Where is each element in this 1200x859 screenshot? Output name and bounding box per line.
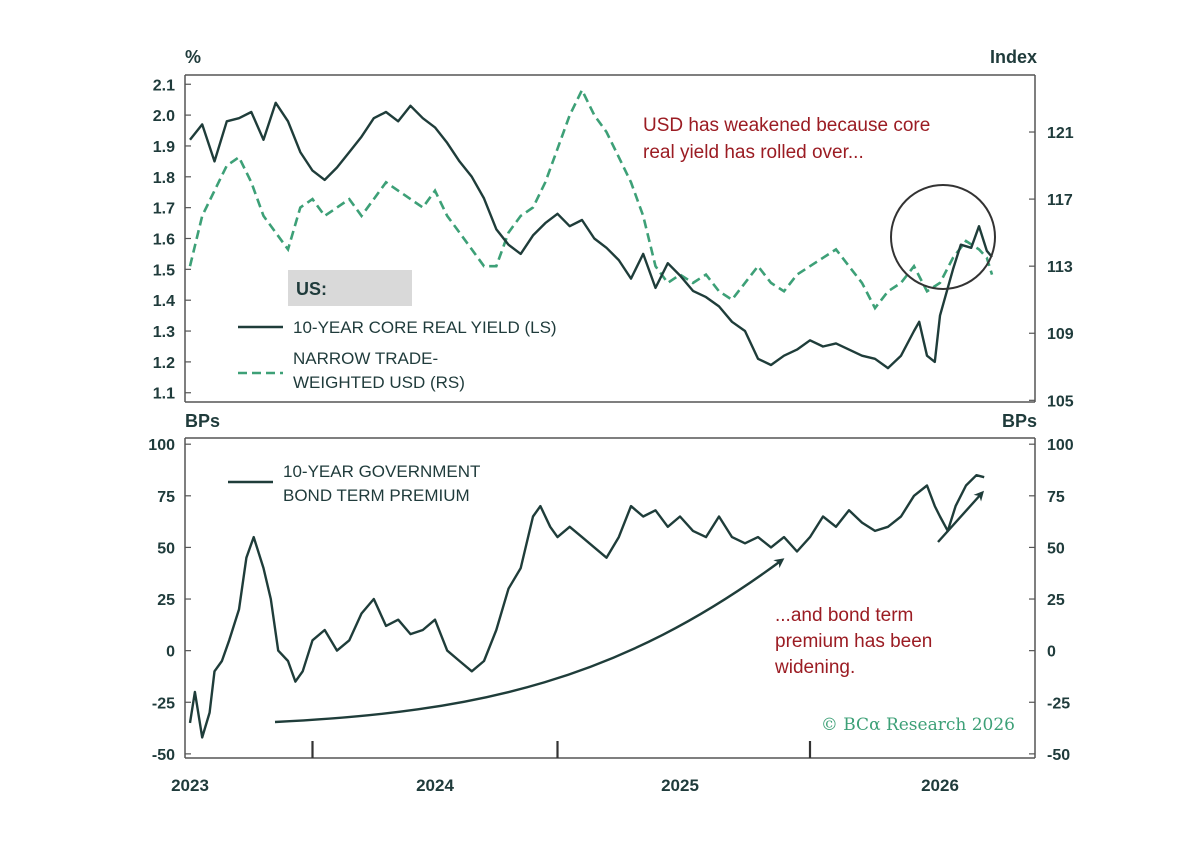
top-left-tick-label-5: 1.6 <box>153 232 175 249</box>
top-left-tick-label-9: 1.2 <box>153 355 175 372</box>
top-right-tick-label-0: 121 <box>1047 125 1074 142</box>
bottom-right-tick-label-4: 0 <box>1047 644 1056 661</box>
trend-arrow-long <box>274 558 785 724</box>
legend-term-premium-line1: 10-YEAR GOVERNMENT <box>283 462 480 481</box>
legend-term-premium-line2: BOND TERM PREMIUM <box>283 486 470 505</box>
bottom-annotation-line1: ...and bond term <box>775 605 913 626</box>
bottom-left-tick-label-4: 0 <box>166 644 175 661</box>
top-left-tick-label-6: 1.5 <box>153 262 175 279</box>
legend-term-premium-label: 10-YEAR GOVERNMENT BOND TERM PREMIUM <box>283 462 485 505</box>
bottom-right-tick-labels: 100 75 50 25 0 -25 -50 <box>1029 437 1074 764</box>
x-tick-labels: 2023 2024 2025 2026 <box>171 741 959 795</box>
top-right-tick-label-4: 105 <box>1047 393 1074 410</box>
legend-yield-label: 10-YEAR CORE REAL YIELD (LS) <box>293 318 557 337</box>
bottom-annotation-line2: premium has been <box>775 631 932 652</box>
top-left-tick-label-7: 1.4 <box>153 293 175 310</box>
bottom-left-tick-label-5: -25 <box>152 695 175 712</box>
trend-arrow-short <box>937 490 985 543</box>
top-left-tick-label-1: 2.0 <box>153 108 175 125</box>
bottom-left-tick-label-1: 75 <box>157 489 175 506</box>
legend-usd-label-line1: NARROW TRADE- <box>293 349 438 368</box>
bottom-left-tick-labels: 100 75 50 25 0 -25 -50 <box>148 437 191 764</box>
top-left-tick-label-2: 1.9 <box>153 139 175 156</box>
top-right-tick-label-1: 117 <box>1047 192 1073 209</box>
x-tick-label-2025: 2025 <box>661 776 699 795</box>
x-tick-label-2026: 2026 <box>921 776 959 795</box>
top-right-tick-labels: 121 117 113 109 105 <box>1029 125 1074 410</box>
bottom-left-unit: BPs <box>185 411 220 431</box>
usd-series-line <box>188 87 994 311</box>
legend-header-box <box>288 270 412 306</box>
top-panel <box>184 74 1036 403</box>
top-left-tick-labels: 2.1 2.0 1.9 1.8 1.7 1.6 1.5 1.4 1.3 1.2 1.1 <box>153 77 191 403</box>
top-right-tick-label-2: 113 <box>1047 259 1073 276</box>
bottom-right-tick-label-2: 50 <box>1047 540 1065 557</box>
top-right-unit: Index <box>990 47 1037 67</box>
bottom-annotation-line3: widening. <box>774 657 855 678</box>
top-left-tick-label-0: 2.1 <box>153 77 175 94</box>
bottom-right-tick-label-0: 100 <box>1047 437 1074 454</box>
legend-usd-label-line2: WEIGHTED USD (RS) <box>293 373 465 392</box>
bottom-right-tick-label-6: -50 <box>1047 747 1070 764</box>
watermark: © BCα Research 2026 <box>821 715 1015 735</box>
top-left-tick-label-4: 1.7 <box>153 201 175 218</box>
top-right-tick-label-3: 109 <box>1047 326 1074 343</box>
top-left-tick-label-10: 1.1 <box>153 386 175 403</box>
highlight-circle <box>890 184 996 290</box>
bottom-annotation: ...and bond term premium has been wideni… <box>774 605 938 678</box>
bottom-left-tick-label-3: 25 <box>157 592 175 609</box>
bottom-left-tick-label-6: -50 <box>152 747 175 764</box>
bottom-right-unit: BPs <box>1002 411 1037 431</box>
top-annotation-line2: real yield has rolled over... <box>643 142 864 163</box>
top-annotation-line1: USD has weakened because core <box>643 115 930 136</box>
bottom-right-tick-label-3: 25 <box>1047 592 1065 609</box>
top-left-unit: % <box>185 47 201 67</box>
bottom-right-tick-label-5: -25 <box>1047 695 1070 712</box>
top-left-tick-label-3: 1.8 <box>153 170 175 187</box>
bottom-left-tick-label-2: 50 <box>157 540 175 557</box>
bottom-left-tick-label-0: 100 <box>148 437 175 454</box>
bottom-panel <box>184 437 1036 759</box>
top-left-tick-label-8: 1.3 <box>153 324 175 341</box>
term-premium-series-line <box>188 474 985 739</box>
core-real-yield-series-line <box>189 101 993 370</box>
legend-header: US: <box>296 279 327 299</box>
x-tick-label-2024: 2024 <box>416 776 454 795</box>
bottom-right-tick-label-1: 75 <box>1047 489 1065 506</box>
top-annotation: USD has weakened because core real yield… <box>643 115 936 163</box>
x-tick-label-2023: 2023 <box>171 776 209 795</box>
legend-usd-label: NARROW TRADE- WEIGHTED USD (RS) <box>293 349 465 392</box>
